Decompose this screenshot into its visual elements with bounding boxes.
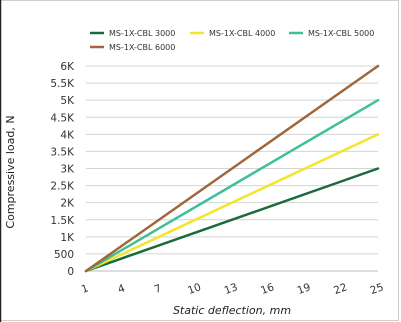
x-tick-label: 10	[186, 281, 203, 297]
x-tick-label: 4	[116, 282, 127, 296]
series-line	[84, 133, 380, 273]
y-tick-label: 2K	[60, 198, 75, 210]
legend-label: MS-1X-CBL 3000	[109, 29, 175, 38]
x-tick-label: 19	[296, 281, 313, 297]
y-tick-label: 5K	[60, 95, 75, 107]
y-tick-label: 5.5K	[50, 78, 75, 90]
legend: MS-1X-CBL 3000 MS-1X-CBL 4000 MS-1X-CBL 50…	[90, 29, 374, 52]
legend-label: MS-1X-CBL 5000	[308, 29, 374, 38]
y-tick-label: 500	[54, 249, 74, 261]
y-tick-label: 6K	[60, 61, 75, 73]
x-tick-label: 13	[223, 281, 240, 297]
y-axis-ticks: 0 500 1K 1.5K 2K 2.5K 3K 3.5K 4K 4.5K 5K 5.5K 6K	[50, 61, 75, 278]
y-tick-label: 4.5K	[50, 112, 75, 124]
x-tick-label: 25	[369, 281, 386, 297]
series-layer	[84, 64, 380, 273]
y-tick-label: 1K	[60, 232, 75, 244]
legend-label: MS-1X-CBL 4000	[209, 29, 275, 38]
x-tick-label: 16	[259, 281, 276, 297]
x-axis-ticks: 1 4 7 10 13 16 19 22 25	[80, 281, 386, 297]
x-tick-label: 1	[80, 282, 90, 296]
y-tick-label: 0	[67, 266, 74, 278]
series-line	[84, 64, 380, 273]
y-axis-title: Compressive load, N	[4, 115, 17, 228]
series-line	[84, 167, 380, 273]
legend-label: MS-1X-CBL 6000	[109, 43, 175, 52]
y-tick-label: 3K	[60, 164, 75, 176]
y-tick-label: 4K	[60, 129, 75, 141]
y-tick-label: 2.5K	[50, 181, 75, 193]
y-tick-label: 1.5K	[50, 215, 75, 227]
x-tick-label: 7	[153, 282, 163, 296]
y-tick-label: 3.5K	[50, 146, 75, 158]
series-line	[84, 98, 380, 273]
x-tick-label: 22	[332, 281, 349, 297]
x-axis-title: Static deflection, mm	[173, 304, 291, 317]
